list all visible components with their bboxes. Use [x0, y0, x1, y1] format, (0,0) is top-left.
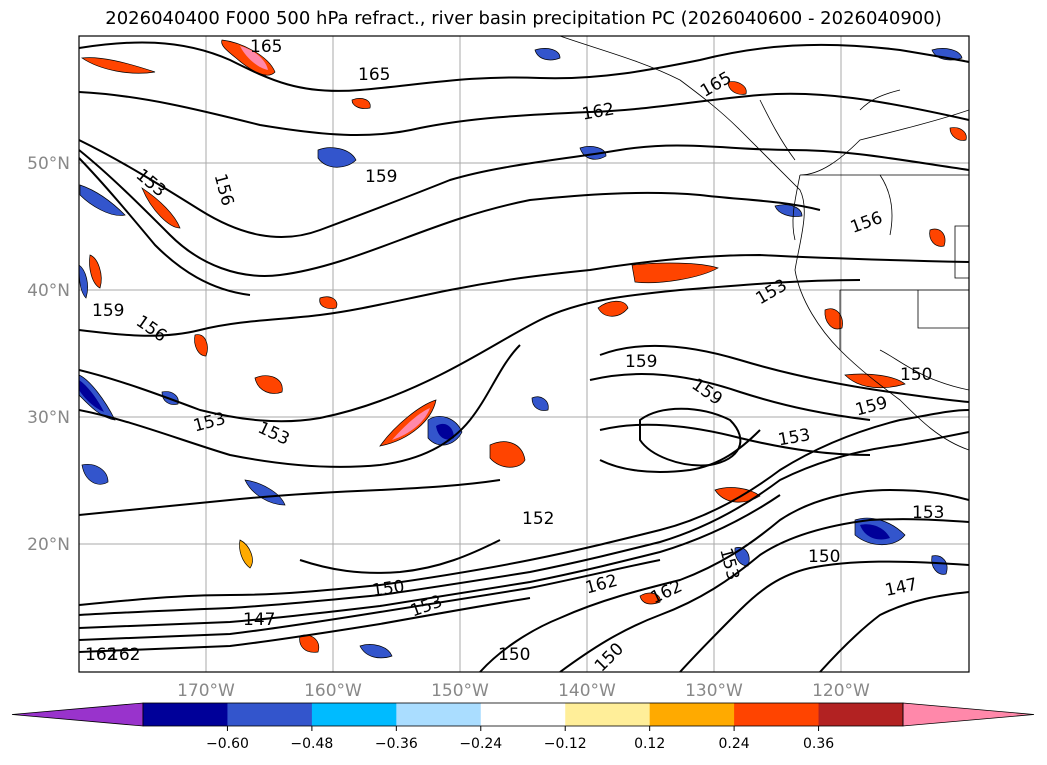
colorbar-tick-label: −0.12: [544, 736, 587, 752]
precip-negative-blob: [531, 396, 549, 411]
precip-positive-blob: [254, 375, 283, 394]
precip-positive-blob: [949, 127, 967, 141]
precip-positive-blob: [351, 98, 371, 109]
lat-label: 50°N: [27, 154, 70, 174]
contour-label: 152: [522, 509, 554, 529]
precip-positive-blob: [81, 57, 156, 74]
lon-label: 120°W: [812, 681, 870, 701]
precip-negative-blob: [79, 184, 126, 216]
colorbar-segment: [565, 703, 651, 726]
colorbar-tick-label: −0.36: [375, 736, 418, 752]
contour-label: 150: [900, 365, 932, 385]
contour-label: 147: [243, 610, 275, 630]
precip-positive-blob: [379, 399, 437, 447]
lat-label: 20°N: [27, 535, 70, 555]
precip-negative-blob: [534, 48, 561, 61]
colorbar-extend-low: [11, 702, 144, 727]
colorbar-segment: [480, 703, 566, 726]
latitude-labels: 50°N 40°N 30°N 20°N: [27, 154, 70, 555]
precip-positive-blob: [824, 308, 843, 330]
precip-positive-blob: [727, 81, 747, 95]
colorbar-segment: [143, 703, 228, 726]
precip-positive-blob: [639, 592, 661, 605]
coastlines: [559, 36, 969, 451]
refractivity-contours: [79, 41, 969, 672]
precip-negative-blob: [79, 374, 116, 421]
colorbar-tick-label: −0.60: [206, 736, 249, 752]
contour-label: 150: [371, 577, 406, 601]
precip-positive-blob: [239, 539, 253, 569]
map-title: 2026040400 F000 500 hPa refract., river …: [105, 8, 942, 29]
precip-positive-blob: [240, 46, 268, 70]
precip-positive-blob: [89, 254, 102, 289]
contour-label: 150: [808, 547, 840, 567]
precip-negative-blob: [317, 147, 357, 168]
colorbar-segment: [649, 703, 735, 726]
lon-label: 140°W: [558, 681, 616, 701]
contour-label: 162: [108, 645, 140, 665]
colorbar-segment: [396, 703, 482, 726]
precip-negative-blob: [244, 479, 286, 506]
precip-positive-blob: [631, 262, 719, 284]
colorbar-segment: [818, 703, 904, 726]
colorbar-tick-label: 0.12: [634, 736, 665, 752]
precip-positive-blob: [929, 228, 946, 247]
colorbar-extend-high: [902, 702, 1035, 727]
lat-label: 40°N: [27, 281, 70, 301]
colorbar-tick-label: −0.24: [459, 736, 502, 752]
precip-negative-blob: [81, 464, 109, 485]
lon-label: 160°W: [304, 681, 362, 701]
precip-anomaly-fills: [79, 39, 967, 659]
colorbar-tick-label: 0.36: [803, 736, 834, 752]
precip-positive-blob: [141, 187, 181, 229]
longitude-labels: 170°W 160°W 150°W 140°W 130°W 120°W: [177, 681, 870, 701]
colorbar: −0.60 −0.48 −0.36 −0.24 −0.12 0.12 0.24 0.36: [11, 702, 1035, 752]
contour-label: 159: [365, 167, 397, 187]
precip-negative-blob: [931, 555, 948, 575]
contour-label: 165: [358, 65, 390, 85]
contour-label: 165: [250, 37, 282, 57]
precip-negative-blob: [774, 204, 803, 217]
precip-negative-blob: [436, 423, 454, 440]
precip-positive-blob: [489, 441, 526, 468]
contour-label: 153: [912, 503, 944, 523]
lon-label: 130°W: [685, 681, 743, 701]
contour-label: 162: [85, 645, 117, 665]
colorbar-frame: [142, 702, 904, 727]
contour-label: 159: [625, 352, 657, 372]
colorbar-tick-label: 0.24: [719, 736, 750, 752]
precip-negative-blob: [860, 524, 890, 540]
colorbar-segment: [734, 703, 820, 726]
precip-negative-blob: [79, 380, 104, 412]
contour-label: 150: [498, 645, 530, 665]
precip-positive-blob: [392, 408, 430, 440]
colorbar-tick-label: −0.48: [290, 736, 333, 752]
colorbar-segment: [227, 703, 313, 726]
map-frame: [78, 35, 970, 673]
contour-label: 159: [92, 301, 124, 321]
lon-label: 150°W: [431, 681, 489, 701]
precip-positive-blob: [597, 300, 629, 317]
precip-positive-blob: [319, 296, 338, 309]
lon-label: 170°W: [177, 681, 235, 701]
colorbar-segment: [311, 703, 397, 726]
lat-label: 30°N: [27, 408, 70, 428]
precip-positive-blob: [194, 334, 208, 357]
map-background: [79, 36, 969, 672]
precip-negative-blob: [359, 644, 393, 659]
